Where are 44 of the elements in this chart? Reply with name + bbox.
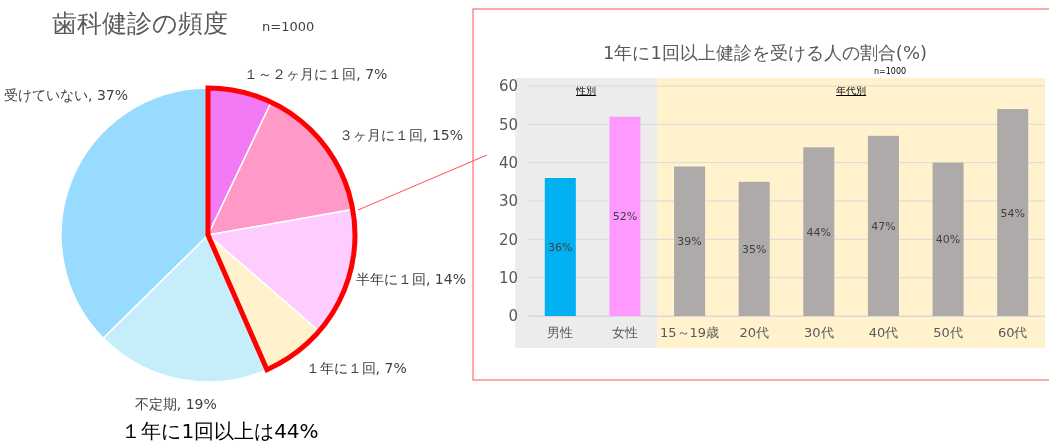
data-label: 44%	[806, 225, 832, 239]
data-label: 47%	[871, 219, 896, 233]
bar	[997, 109, 1029, 316]
x-tick-label: 50代	[933, 325, 963, 341]
bar	[544, 178, 576, 316]
bar	[738, 181, 770, 316]
slice-label: １年に１回, 7%	[305, 359, 407, 376]
x-tick-label: 30代	[804, 325, 834, 341]
x-tick-label: 男性	[547, 325, 574, 341]
y-tick-label: 20	[498, 230, 518, 249]
slice-label: １～２ヶ月に１回, 7%	[244, 66, 388, 83]
chart-subtitle: n=1000	[873, 67, 907, 76]
x-tick-label: 40代	[868, 325, 899, 341]
bar	[803, 147, 835, 316]
chart-title: 歯科健診の頻度	[52, 9, 228, 38]
bar	[867, 135, 899, 316]
slice-label: 受けていない, 37%	[4, 86, 129, 103]
y-tick-label: 10	[498, 268, 518, 287]
y-tick-label: 50	[498, 115, 518, 134]
chart-title: 1年に1回以上健診を受ける人の割合(%)	[602, 42, 928, 63]
y-tick-label: 30	[498, 192, 518, 211]
y-tick-label: 40	[498, 153, 518, 172]
y-tick-label: 0	[508, 307, 518, 326]
slice-label: 不定期, 19%	[134, 395, 217, 412]
x-tick-label: 女性	[611, 325, 638, 341]
data-label: 52%	[612, 210, 638, 224]
chart-subtitle: n=1000	[262, 19, 315, 34]
data-label: 54%	[1000, 206, 1025, 220]
band-label: 年代別	[836, 85, 867, 96]
slice-label: 半年に１回, 14%	[355, 270, 466, 287]
text: １年に1回以上は44%	[121, 419, 319, 443]
data-label: 39%	[677, 235, 702, 249]
data-label: 36%	[548, 241, 573, 254]
bar	[674, 166, 706, 316]
x-tick-label: 60代	[997, 325, 1028, 341]
bar	[932, 162, 964, 316]
y-tick-label: 60	[498, 77, 518, 96]
bar	[609, 116, 641, 316]
band-label: 性別	[575, 85, 597, 96]
data-label: 40%	[935, 233, 961, 247]
slice-label: ３ヶ月に１回, 15%	[339, 127, 464, 144]
x-tick-label: 15～19歳	[660, 325, 720, 341]
data-label: 35%	[741, 242, 767, 256]
x-tick-label: 20代	[739, 325, 769, 341]
